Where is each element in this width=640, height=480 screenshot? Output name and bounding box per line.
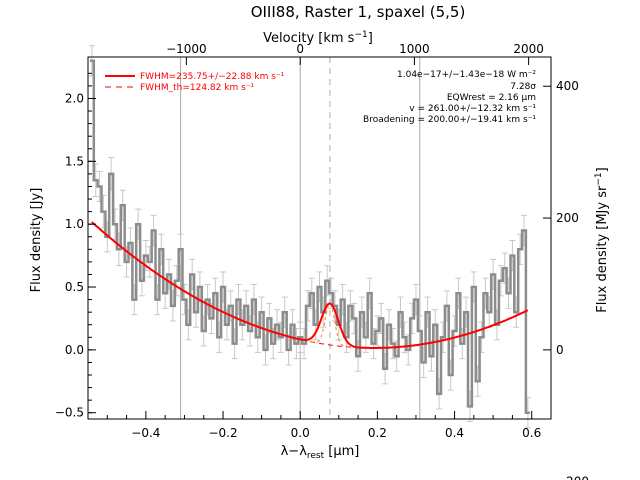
right-axis-label: Flux density [MJy sr−1] [594, 167, 610, 312]
chart-title: OIII88, Raster 1, spaxel (5,5) [251, 3, 466, 21]
top-axis-label: Velocity [km s−1] [263, 30, 373, 46]
y-tick-label: 2.0 [65, 91, 84, 105]
right-tick-label: 0 [556, 343, 564, 357]
annotation-broadening: Broadening = 200.00+/−19.41 km s⁻¹ [363, 115, 536, 125]
x-tick-label: −0.2 [208, 426, 237, 440]
top-tick-label: 2000 [513, 42, 544, 56]
data-layer [88, 45, 531, 429]
right-tick-label: 200 [556, 211, 579, 225]
x-tick-label: 0.6 [522, 426, 541, 440]
annotation-velocity: v = 261.00+/−12.32 km s⁻¹ [409, 104, 536, 114]
legend-label-fwhm-th: FWHM_th=124.82 km s⁻¹ [140, 83, 255, 93]
legend-label-fwhm: FWHM=235.75+/−22.88 km s⁻¹ [140, 72, 285, 82]
thermal-gaussian-curve [311, 303, 349, 348]
y-axis-label: Flux density [Jy] [29, 188, 44, 293]
top-tick-label: −1000 [166, 42, 207, 56]
annotation-block: 1.04e−17+/−1.43e−18 W m⁻² 7.28σ EQWrest … [363, 70, 536, 125]
right-tick-label: −200 [556, 475, 589, 480]
x-tick-label: 0.0 [291, 426, 310, 440]
x-tick-label: 0.2 [368, 426, 387, 440]
spectrum-histogram [89, 59, 530, 414]
legend: FWHM=235.75+/−22.88 km s⁻¹ FWHM_th=124.8… [105, 72, 285, 93]
y-tick-label: 0.0 [65, 343, 84, 357]
top-tick-label: 1000 [399, 42, 430, 56]
annotation-sigma: 7.28σ [510, 82, 536, 92]
annotation-eqw: EQWrest = 2.16 μm [447, 93, 536, 103]
right-tick-label: 400 [556, 79, 579, 93]
fit-layer [91, 221, 529, 349]
y-tick-label: 1.5 [65, 154, 84, 168]
annotation-flux: 1.04e−17+/−1.43e−18 W m⁻² [397, 70, 536, 80]
x-axis-label: λ−λrest [μm] [281, 444, 360, 461]
y-tick-label: −0.5 [55, 406, 84, 420]
x-tick-label: 0.4 [445, 426, 464, 440]
y-tick-label: 0.5 [65, 280, 84, 294]
total-fit-curve [91, 221, 529, 349]
x-tick-label: −0.4 [131, 426, 160, 440]
y-tick-label: 1.0 [65, 217, 84, 231]
axes-layer: −0.4 −0.2 0.0 0.2 0.4 0.6 −0.5 0.0 0.5 1.0 1.5 2.0 −… [55, 42, 589, 480]
top-tick-label: 0 [296, 42, 304, 56]
